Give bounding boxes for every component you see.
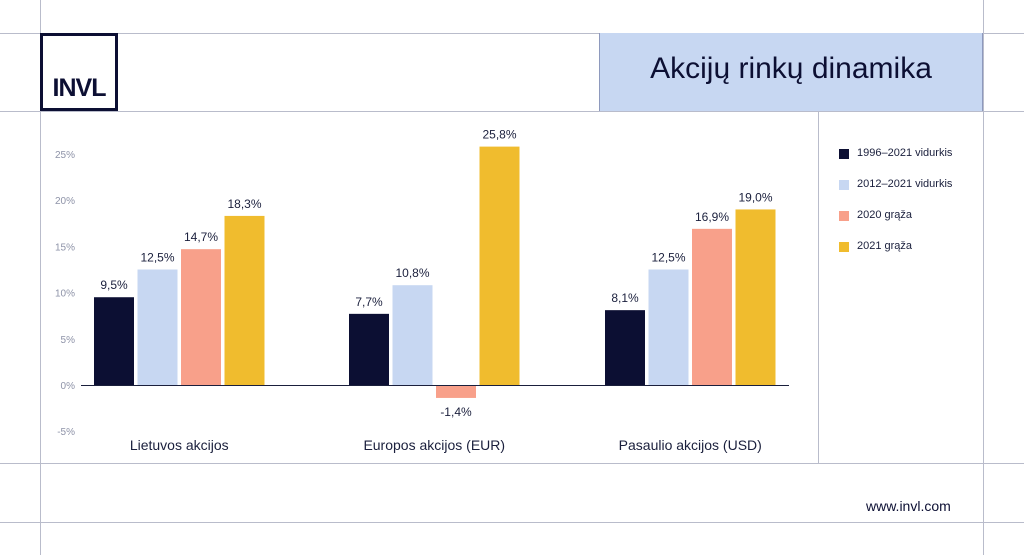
data-label: 10,8% [395,266,429,280]
bar [224,215,265,385]
bar [349,313,389,385]
bar-chart: -5% 0% 5% 10% 15% 20% 25% 9,5% 12,5% 14,7% 18,3% Li… [55,128,789,453]
data-label: 19,0% [738,190,772,204]
page-title: Akcijų rinkų dinamika [650,52,932,85]
bar [94,297,134,385]
y-tick-label: 5% [61,335,76,346]
bar [605,310,645,385]
y-tick-label: 15% [55,242,75,253]
invl-logo: INVL [40,33,118,111]
bar [735,209,776,385]
data-label: 18,3% [227,197,261,211]
grid-line [818,111,819,463]
bar [648,269,689,385]
bar [392,285,433,385]
y-tick-label: 10% [55,289,75,300]
bar [137,269,178,385]
data-label: 7,7% [355,295,383,309]
bar [436,385,476,398]
grid-line [0,522,1024,523]
grid-line [40,0,41,555]
website-link[interactable]: www.invl.com [866,498,951,514]
legend-label: 1996–2021 vidurkis [857,147,953,159]
data-label: 8,1% [611,291,639,305]
title-panel: Akcijų rinkų dinamika [599,33,983,111]
bar [479,146,520,385]
category-label: Lietuvos akcijos [130,437,229,453]
data-label: 16,9% [695,210,729,224]
y-tick-label: 0% [61,381,76,392]
bar [181,249,221,385]
legend-label: 2012–2021 vidurkis [857,178,953,190]
data-label: 12,5% [651,251,685,265]
legend-swatch [839,180,849,190]
category-label: Europos akcijos (EUR) [363,437,505,453]
grid-line [0,111,1024,112]
logo-text: INVL [52,74,107,102]
legend-item: 2012–2021 vidurkis [839,178,1009,192]
y-tick-label: 20% [55,196,75,207]
category-label: Pasaulio akcijos (USD) [619,437,762,453]
data-label: -1,4% [440,405,472,419]
data-label: 12,5% [140,251,174,265]
grid-line [0,33,1024,34]
legend-item: 1996–2021 vidurkis [839,147,1009,161]
legend-swatch [839,242,849,252]
grid-line [983,0,984,555]
grid-line [0,463,1024,464]
legend-item: 2020 grąža [839,209,1009,223]
legend-swatch [839,149,849,159]
legend-label: 2021 grąža [857,240,913,252]
data-label: 25,8% [482,128,516,142]
legend-item: 2021 grąža [839,240,1009,254]
y-tick-label: -5% [57,427,75,438]
y-tick-label: 25% [55,150,75,161]
data-label: 9,5% [100,278,128,292]
data-label: 14,7% [184,230,218,244]
legend-swatch [839,211,849,221]
bar [692,228,732,385]
legend-label: 2020 grąža [857,209,913,221]
